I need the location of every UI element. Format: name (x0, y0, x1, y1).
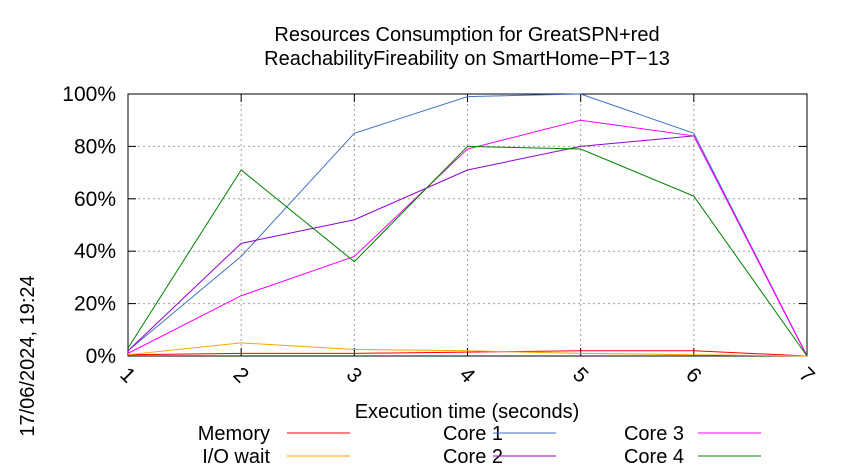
legend-label-core-2: Core 2 (443, 446, 503, 468)
x-tick-label: 4 (455, 363, 480, 388)
x-tick-label: 6 (681, 363, 706, 388)
y-tick-label: 100% (62, 83, 116, 106)
series-line-memory (127, 350, 808, 357)
series-line-core-1 (127, 93, 808, 357)
series-line-core-4 (127, 145, 808, 357)
series-line-i-o-wait (127, 342, 808, 357)
grid-lines (128, 94, 807, 356)
chart-title-line2: ReachabilityFireability on SmartHome−PT−… (264, 48, 670, 70)
y-tick-label: 60% (74, 188, 116, 211)
timestamp-label: 17/06/2024, 19:24 (17, 275, 39, 436)
x-tick-label: 7 (794, 363, 819, 388)
y-tick-label: 20% (74, 293, 116, 316)
legend-label-core-1: Core 1 (443, 423, 503, 445)
x-tick-label: 1 (115, 363, 140, 388)
y-tick-label: 80% (74, 135, 116, 158)
x-tick-label: 5 (568, 363, 593, 388)
y-tick-label: 0% (86, 345, 116, 368)
x-tick-label: 2 (229, 363, 254, 388)
x-axis-label: Execution time (seconds) (355, 401, 580, 423)
legend-label-core-3: Core 3 (624, 423, 684, 445)
chart-title-line1: Resources Consumption for GreatSPN+red (274, 24, 659, 46)
tick-labels: 0% 20% 40% 60% 80% 100% 1 2 3 4 5 6 7 (62, 83, 819, 388)
series-lines (127, 93, 808, 357)
y-tick-label: 40% (74, 240, 116, 263)
legend-label-core-4: Core 4 (624, 446, 684, 468)
legend-label-i-o-wait: I/O wait (202, 446, 270, 468)
series-line-core-3 (127, 119, 808, 357)
legend-label-memory: Memory (198, 423, 270, 445)
x-tick-label: 3 (342, 363, 367, 388)
